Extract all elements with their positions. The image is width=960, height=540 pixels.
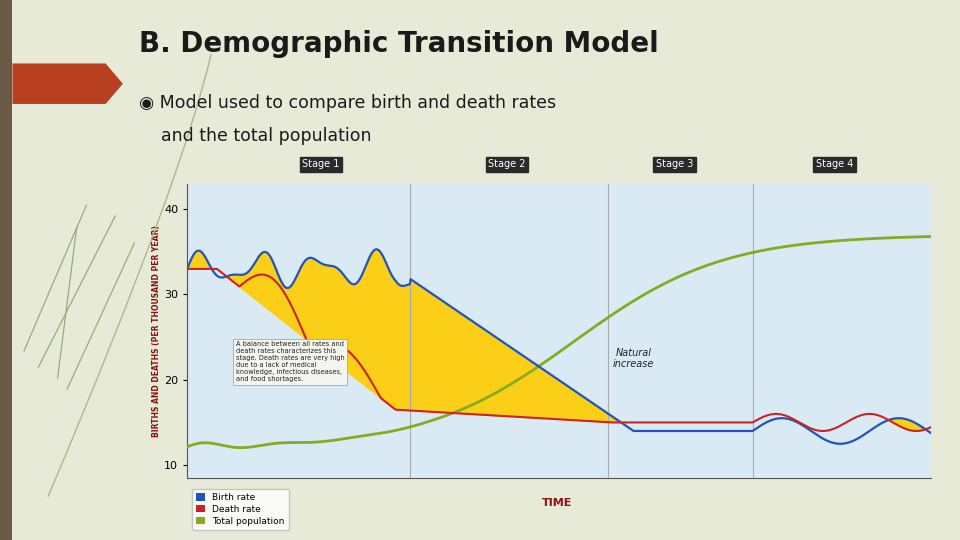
Text: Natural
increase: Natural increase <box>612 348 655 369</box>
Y-axis label: BIRTHS AND DEATHS (PER THOUSAND PER YEAR): BIRTHS AND DEATHS (PER THOUSAND PER YEAR… <box>153 225 161 437</box>
Text: TIME: TIME <box>541 497 572 508</box>
Text: Stage 3: Stage 3 <box>656 159 693 170</box>
Text: Stage 1: Stage 1 <box>302 159 340 170</box>
Text: and the total population: and the total population <box>139 127 372 145</box>
Text: B. Demographic Transition Model: B. Demographic Transition Model <box>139 30 659 58</box>
Text: Stage 2: Stage 2 <box>489 159 526 170</box>
Text: A balance between all rates and
death rates characterizes this
stage. Death rate: A balance between all rates and death ra… <box>235 341 345 382</box>
Text: Stage 4: Stage 4 <box>816 159 853 170</box>
Text: ◉ Model used to compare birth and death rates: ◉ Model used to compare birth and death … <box>139 94 557 112</box>
Legend: Birth rate, Death rate, Total population: Birth rate, Death rate, Total population <box>192 489 289 530</box>
